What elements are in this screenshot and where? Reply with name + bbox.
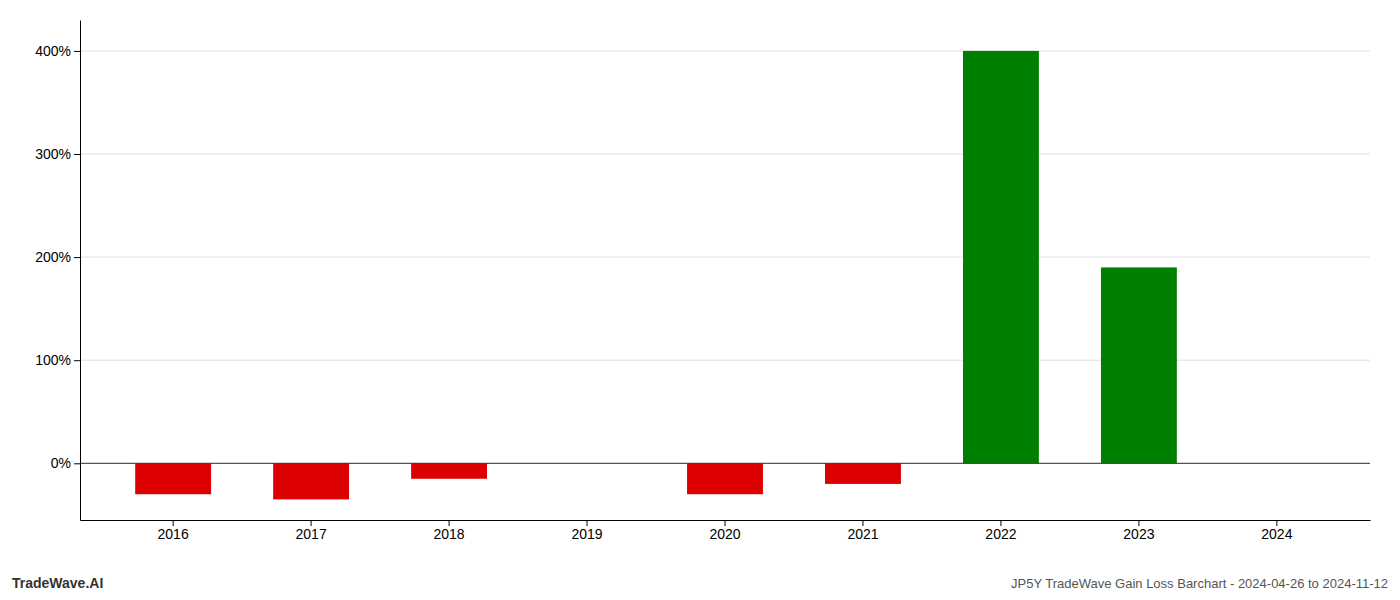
- y-tick: 200%: [35, 249, 80, 265]
- grid: [80, 51, 1370, 463]
- bar: [273, 463, 349, 499]
- grid-line: [80, 154, 1370, 155]
- x-tick-label: 2023: [1123, 526, 1154, 542]
- x-tick-label: 2022: [985, 526, 1016, 542]
- y-tick-mark: [74, 360, 80, 361]
- chart-title: JP5Y TradeWave Gain Loss Barchart - 2024…: [1011, 576, 1388, 591]
- bar: [1101, 267, 1177, 463]
- y-tick: 400%: [35, 43, 80, 59]
- x-tick: 2023: [1123, 520, 1154, 542]
- plot-area: 0%100%200%300%400%2016201720182019202020…: [35, 21, 1370, 542]
- x-tick-label: 2018: [433, 526, 464, 542]
- chart-svg: 0%100%200%300%400%2016201720182019202020…: [0, 0, 1400, 600]
- bars: [135, 51, 1177, 499]
- y-tick-label: 400%: [35, 43, 71, 59]
- x-tick: 2017: [296, 520, 327, 542]
- bar: [411, 463, 487, 478]
- x-axis: 2016 2017 2018 2019 2020 2021 2022 2023 2024: [81, 520, 1371, 542]
- x-tick-label: 2021: [847, 526, 878, 542]
- x-tick-label: 2020: [709, 526, 740, 542]
- y-axis: 0% 100% 200% 300% 400%: [35, 21, 80, 521]
- y-tick: 0%: [51, 455, 80, 471]
- y-tick-label: 100%: [35, 352, 71, 368]
- x-tick: 2016: [158, 520, 189, 542]
- x-tick-label: 2016: [158, 526, 189, 542]
- y-tick-mark: [74, 154, 80, 155]
- x-tick: 2019: [571, 520, 602, 542]
- grid-line: [80, 50, 1370, 51]
- x-tick-label: 2024: [1261, 526, 1292, 542]
- y-tick-mark: [74, 51, 80, 52]
- y-tick: 300%: [35, 146, 80, 162]
- y-tick-label: 0%: [51, 455, 71, 471]
- bar: [963, 51, 1039, 463]
- x-tick: 2021: [847, 520, 878, 542]
- zero-line: [80, 463, 1370, 464]
- x-tick-label: 2017: [296, 526, 327, 542]
- x-tick: 2024: [1261, 520, 1292, 542]
- watermark: TradeWave.AI: [12, 575, 103, 591]
- bar: [825, 463, 901, 484]
- grid-line: [80, 463, 1370, 464]
- y-tick-mark: [74, 463, 80, 464]
- x-tick: 2022: [985, 520, 1016, 542]
- y-tick-label: 300%: [35, 146, 71, 162]
- x-tick-label: 2019: [571, 526, 602, 542]
- x-tick: 2020: [709, 520, 740, 542]
- bar: [135, 463, 211, 494]
- y-tick-mark: [74, 257, 80, 258]
- y-tick: 100%: [35, 352, 80, 368]
- y-tick-label: 200%: [35, 249, 71, 265]
- x-tick: 2018: [433, 520, 464, 542]
- y-axis-line: [80, 21, 81, 521]
- grid-line: [80, 257, 1370, 258]
- bar: [687, 463, 763, 494]
